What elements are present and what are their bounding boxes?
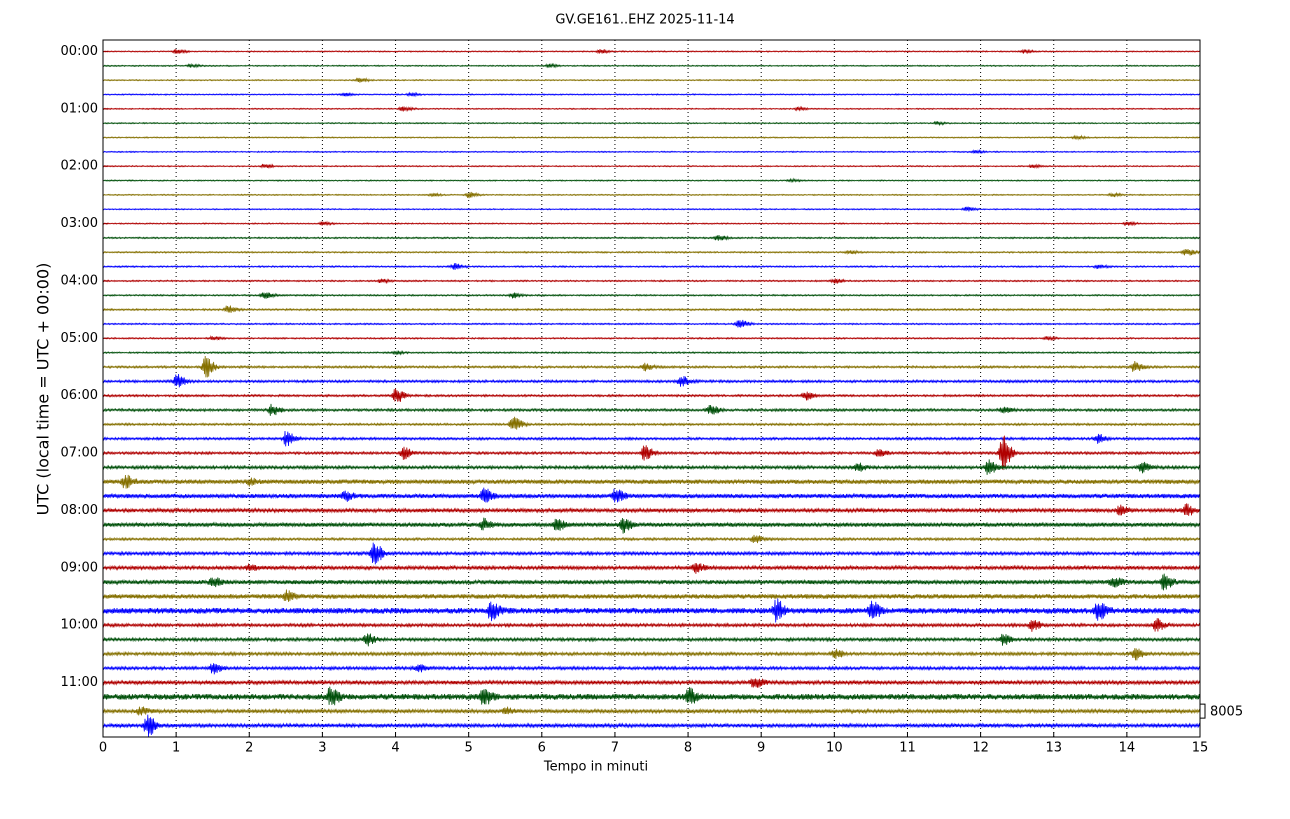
x-tick-label: 6 <box>538 741 546 756</box>
y-tick-label: 09:00 <box>61 560 98 575</box>
trace <box>102 435 1201 470</box>
trace <box>102 206 1201 212</box>
y-tick-label: 00:00 <box>61 44 98 59</box>
trace <box>102 319 1201 328</box>
x-tick-label: 14 <box>1119 741 1136 756</box>
trace <box>102 388 1201 402</box>
y-tick-label: 01:00 <box>61 101 98 116</box>
trace <box>102 91 1201 98</box>
x-tick-label: 11 <box>899 741 916 756</box>
trace <box>102 459 1201 475</box>
y-tick-label: 03:00 <box>61 216 98 231</box>
trace <box>102 663 1201 675</box>
y-tick-label: 02:00 <box>61 159 98 174</box>
trace <box>102 350 1201 356</box>
x-tick-label: 9 <box>757 741 765 756</box>
y-tick-label: 08:00 <box>61 503 98 518</box>
x-tick-label: 13 <box>1045 741 1062 756</box>
trace <box>102 292 1201 299</box>
x-tick-label: 1 <box>172 741 180 756</box>
scale-label: 8005 <box>1210 705 1243 720</box>
y-tick-label: 06:00 <box>61 388 98 403</box>
y-axis-label: UTC (local time = UTC + 00:00) <box>34 263 53 516</box>
trace <box>102 335 1201 342</box>
trace <box>102 573 1201 591</box>
trace <box>102 177 1201 184</box>
trace <box>102 148 1201 155</box>
trace <box>102 503 1201 516</box>
y-tick-label: 10:00 <box>61 618 98 633</box>
trace <box>102 373 1201 388</box>
x-tick-label: 10 <box>826 741 843 756</box>
x-axis-label: Tempo in minuti <box>543 760 648 775</box>
y-tick-label: 07:00 <box>61 446 98 461</box>
trace <box>102 263 1201 270</box>
trace <box>102 706 1201 716</box>
trace <box>102 191 1201 199</box>
trace <box>102 403 1201 416</box>
trace <box>102 355 1201 378</box>
trace <box>102 120 1201 127</box>
trace <box>102 278 1201 285</box>
trace <box>102 430 1201 447</box>
x-tick-label: 2 <box>245 741 253 756</box>
trace <box>102 105 1201 112</box>
trace <box>102 248 1201 256</box>
trace <box>102 589 1201 602</box>
trace <box>102 474 1201 489</box>
scale-bar <box>1200 703 1206 719</box>
x-tick-label: 5 <box>465 741 473 756</box>
trace <box>102 416 1201 430</box>
y-tick-label: 05:00 <box>61 331 98 346</box>
trace <box>102 220 1201 227</box>
trace <box>102 678 1201 688</box>
trace <box>102 62 1201 69</box>
x-tick-label: 4 <box>391 741 399 756</box>
x-tick-label: 3 <box>318 741 326 756</box>
trace <box>102 77 1201 83</box>
x-tick-label: 8 <box>684 741 692 756</box>
trace <box>102 234 1201 241</box>
trace <box>102 563 1201 574</box>
trace <box>102 517 1201 534</box>
trace <box>102 714 1201 737</box>
plot-frame <box>102 39 1201 738</box>
trace <box>102 686 1201 706</box>
x-tick-label: 12 <box>972 741 989 756</box>
y-tick-label: 11:00 <box>61 675 98 690</box>
trace <box>102 305 1201 313</box>
trace <box>102 633 1201 647</box>
trace <box>102 534 1201 544</box>
x-tick-label: 0 <box>99 741 107 756</box>
trace <box>102 598 1201 623</box>
x-tick-label: 15 <box>1192 741 1209 756</box>
y-tick-label: 04:00 <box>61 273 98 288</box>
trace <box>102 163 1201 170</box>
x-tick-label: 7 <box>611 741 619 756</box>
trace <box>102 48 1201 55</box>
trace <box>102 648 1201 661</box>
trace <box>102 134 1201 141</box>
chart-title: GV.GE161..EHZ 2025-11-14 <box>555 13 734 28</box>
trace <box>102 618 1201 632</box>
trace <box>102 542 1201 565</box>
trace <box>102 487 1201 503</box>
